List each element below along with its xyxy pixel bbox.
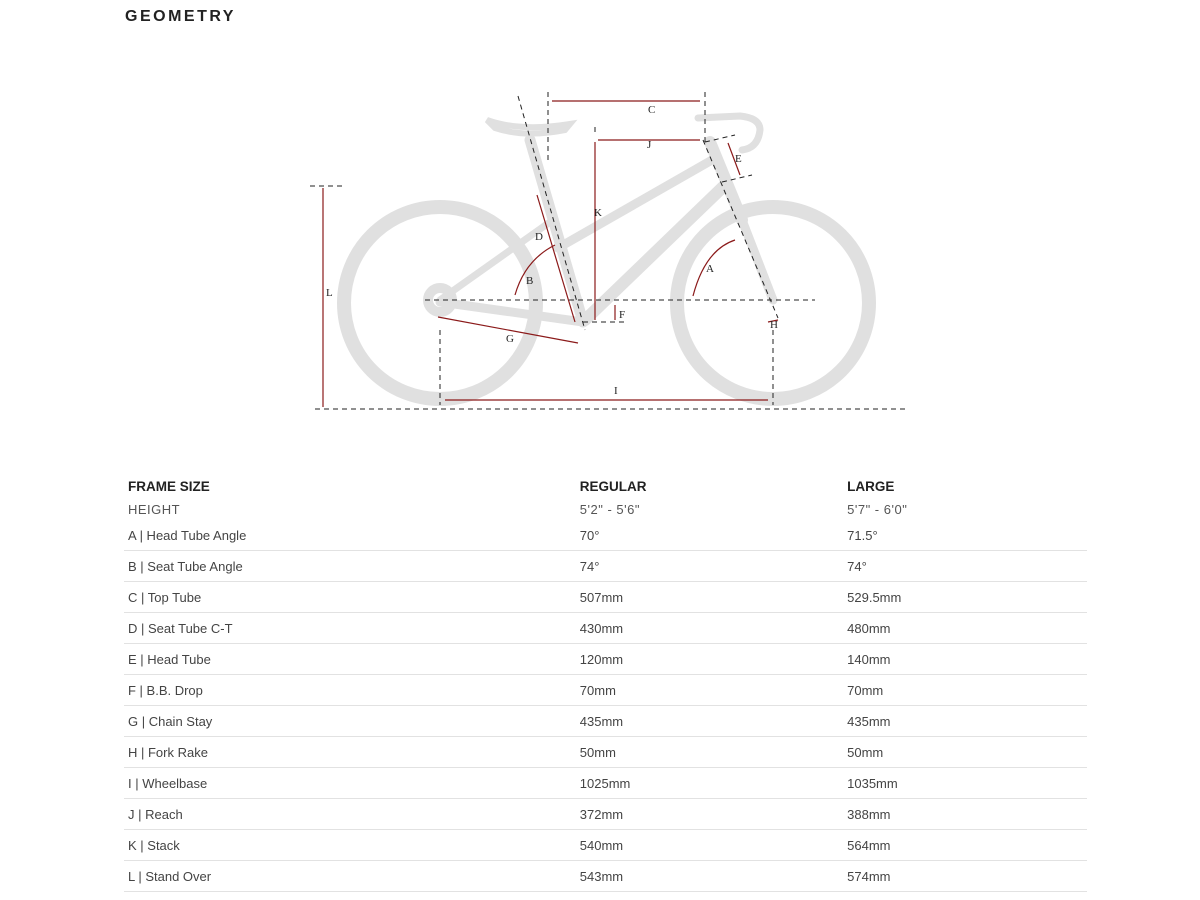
cell-large: 71.5° xyxy=(843,520,1087,551)
table-row: C | Top Tube 507mm 529.5mm xyxy=(124,581,1087,613)
cell-regular: 74° xyxy=(575,550,844,582)
rear-wheel xyxy=(337,200,543,406)
label-C: C xyxy=(648,104,655,116)
front-wheel xyxy=(670,200,876,406)
seat-tube xyxy=(524,134,589,328)
handlebar xyxy=(694,112,764,154)
cell-regular: 50mm xyxy=(575,736,844,768)
table-row: G | Chain Stay 435mm 435mm xyxy=(124,705,1087,737)
chain-stay xyxy=(435,297,588,327)
annotations xyxy=(310,92,905,410)
page-title: GEOMETRY xyxy=(125,8,236,25)
table-row: B | Seat Tube Angle 74° 74° xyxy=(124,550,1087,582)
label-F: F xyxy=(619,309,625,321)
table-row: L | Stand Over 543mm 574mm xyxy=(124,860,1087,892)
label-E: E xyxy=(735,153,742,165)
seat-stay xyxy=(436,218,554,304)
cell-regular: 70° xyxy=(575,520,844,551)
cell-regular: 435mm xyxy=(575,705,844,737)
height-large: 5'7" - 6'0" xyxy=(847,501,908,517)
cell-regular: 540mm xyxy=(575,829,844,861)
cell-large: 435mm xyxy=(843,705,1087,737)
table-header: FRAME SIZE REGULAR LARGE xyxy=(124,474,1087,498)
table-row: J | Reach 372mm 388mm xyxy=(124,798,1087,830)
cell-label: F | B.B. Drop xyxy=(124,674,576,706)
cell-large: 574mm xyxy=(843,860,1087,892)
cell-label: C | Top Tube xyxy=(124,581,576,613)
cell-regular: 120mm xyxy=(575,643,844,675)
label-G: G xyxy=(506,333,514,345)
cell-label: J | Reach xyxy=(124,798,576,830)
label-H: H xyxy=(770,319,778,331)
cell-label: H | Fork Rake xyxy=(124,736,576,768)
cell-label: G | Chain Stay xyxy=(124,705,576,737)
cell-label: I | Wheelbase xyxy=(124,767,576,799)
cell-label: B | Seat Tube Angle xyxy=(124,550,576,582)
cell-label: A | Head Tube Angle xyxy=(124,520,576,551)
cell-large: 74° xyxy=(843,550,1087,582)
cell-large: 564mm xyxy=(843,829,1087,861)
dimension-labels: C J E K D B A L F H G I xyxy=(326,104,778,397)
table-row: H | Fork Rake 50mm 50mm xyxy=(124,736,1087,768)
header-regular: REGULAR xyxy=(579,478,647,494)
table-row: E | Head Tube 120mm 140mm xyxy=(124,643,1087,675)
label-B: B xyxy=(526,275,533,287)
table-row: K | Stack 540mm 564mm xyxy=(124,829,1087,861)
geometry-table: FRAME SIZE REGULAR LARGE HEIGHT 5'2" - 5… xyxy=(124,474,1087,892)
saddle xyxy=(484,117,578,137)
header-large: LARGE xyxy=(847,478,895,494)
fork xyxy=(737,215,778,305)
bike-geometry-diagram: C J E K D B A L F H G I xyxy=(310,92,905,410)
header-frame-size: FRAME SIZE xyxy=(128,478,210,494)
label-A: A xyxy=(706,263,714,275)
cell-large: 480mm xyxy=(843,612,1087,644)
cell-regular: 1025mm xyxy=(575,767,844,799)
cell-large: 140mm xyxy=(843,643,1087,675)
height-regular: 5'2" - 5'6" xyxy=(579,501,640,517)
height-row: HEIGHT 5'2" - 5'6" 5'7" - 6'0" xyxy=(124,498,1087,520)
cell-regular: 372mm xyxy=(575,798,844,830)
cell-large: 529.5mm xyxy=(843,581,1087,613)
table-row: D | Seat Tube C-T 430mm 480mm xyxy=(124,612,1087,644)
cell-regular: 430mm xyxy=(575,612,844,644)
cell-regular: 70mm xyxy=(575,674,844,706)
down-tube xyxy=(579,179,731,326)
table-row: I | Wheelbase 1025mm 1035mm xyxy=(124,767,1087,799)
cell-label: D | Seat Tube C-T xyxy=(124,612,576,644)
cell-regular: 543mm xyxy=(575,860,844,892)
cell-label: K | Stack xyxy=(124,829,576,861)
top-tube xyxy=(553,155,717,253)
label-D: D xyxy=(535,231,543,243)
table-row: A | Head Tube Angle 70° 71.5° xyxy=(124,520,1087,551)
label-J: J xyxy=(647,139,652,151)
cell-large: 388mm xyxy=(843,798,1087,830)
bike-silhouette xyxy=(337,112,876,406)
cell-label: L | Stand Over xyxy=(124,860,576,892)
table-row: F | B.B. Drop 70mm 70mm xyxy=(124,674,1087,706)
label-K: K xyxy=(594,207,602,219)
cell-large: 50mm xyxy=(843,736,1087,768)
label-I: I xyxy=(614,385,618,397)
cell-regular: 507mm xyxy=(575,581,844,613)
label-L: L xyxy=(326,287,333,299)
cell-large: 70mm xyxy=(843,674,1087,706)
cell-label: E | Head Tube xyxy=(124,643,576,675)
height-label: HEIGHT xyxy=(128,501,181,517)
cell-large: 1035mm xyxy=(843,767,1087,799)
